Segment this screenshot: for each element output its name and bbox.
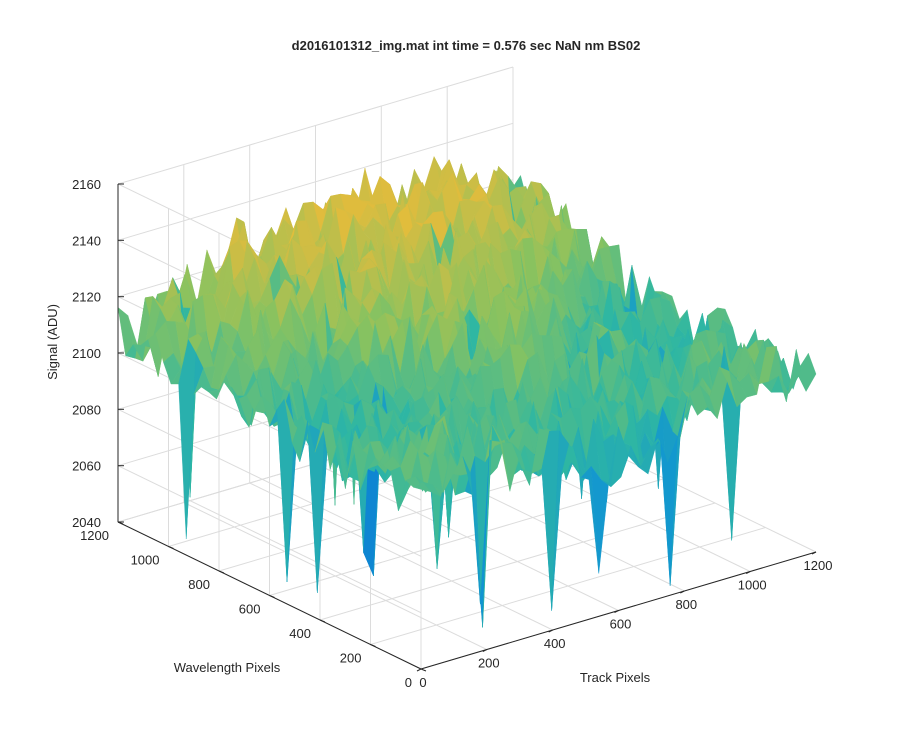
- x-tick-mark: [482, 649, 488, 652]
- y-tick-label: 400: [289, 626, 311, 641]
- y-tick-label: 600: [239, 602, 261, 617]
- y-tick-mark: [370, 644, 376, 647]
- x-tick-mark: [745, 571, 751, 574]
- z-axis-label: Signal (ADU): [45, 304, 60, 380]
- x-tick-mark: [548, 629, 553, 633]
- tick-labels: 0 200 400 600 800 1000 1200 0 200 400 600 800 1000 12…: [72, 177, 832, 690]
- grid-line-sidewall-z: [117, 465, 422, 614]
- z-tick-label: 2100: [72, 346, 101, 361]
- grid-line-backwall-z: [117, 122, 514, 241]
- y-tick-label: 800: [188, 577, 210, 592]
- axes: [117, 183, 817, 672]
- surface-patch: [798, 352, 817, 392]
- z-tick-label: 2140: [72, 233, 101, 248]
- x-tick-label: 800: [675, 597, 697, 612]
- chart-title: d2016101312_img.mat int time = 0.576 sec…: [292, 38, 641, 53]
- surface-plot: [117, 156, 817, 628]
- grid-line-backwall-z: [117, 66, 514, 185]
- y-tick-mark: [420, 668, 427, 672]
- x-tick-mark: [811, 551, 817, 555]
- z-tick-label: 2060: [72, 459, 101, 474]
- y-tick-mark: [269, 595, 275, 598]
- x-tick-label: 1200: [804, 558, 833, 573]
- y-axis-label: Wavelength Pixels: [174, 660, 281, 675]
- y-tick-mark: [168, 546, 174, 549]
- x-tick-label: 200: [478, 656, 500, 671]
- grid-line-floor-y: [319, 502, 716, 621]
- y-tick-label: 0: [405, 675, 412, 690]
- x-tick-label: 400: [544, 636, 566, 651]
- y-tick-mark: [218, 570, 225, 574]
- x-tick-mark: [614, 610, 619, 613]
- y-tick-label: 1000: [131, 553, 160, 568]
- x-tick-label: 1000: [738, 578, 767, 593]
- z-tick-label: 2120: [72, 290, 101, 305]
- x-tick-label: 0: [419, 675, 426, 690]
- x-axis-label: Track Pixels: [580, 670, 651, 685]
- z-tick-label: 2160: [72, 177, 101, 192]
- x-tick-mark: [680, 590, 685, 594]
- y-tick-label: 200: [340, 651, 362, 666]
- y-tick-mark: [319, 619, 326, 623]
- grid-line-floor-y: [370, 527, 766, 645]
- x-tick-mark: [416, 668, 422, 672]
- z-tick-label: 2040: [72, 515, 101, 530]
- x-tick-label: 600: [610, 617, 632, 632]
- z-tick-label: 2080: [72, 402, 101, 417]
- y-tick-label: 1200: [80, 528, 109, 543]
